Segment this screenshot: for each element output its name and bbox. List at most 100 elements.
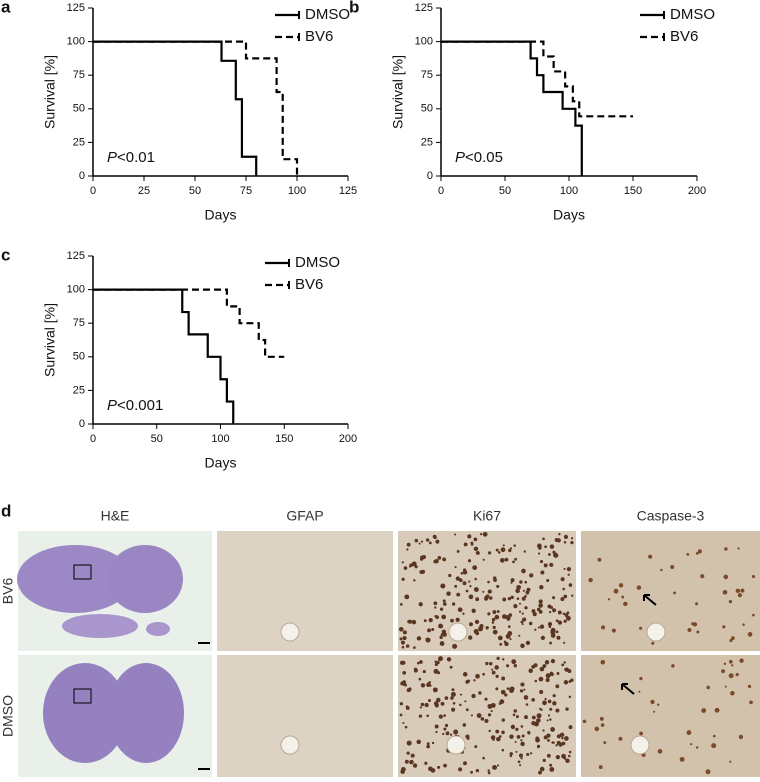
stained-cell (516, 584, 522, 590)
stained-cell (722, 625, 726, 629)
stained-cell (563, 534, 569, 540)
stained-cell (407, 620, 411, 624)
stained-cell (425, 538, 430, 542)
stained-cell (509, 547, 513, 550)
stained-cell (420, 540, 424, 543)
stained-cell (476, 713, 482, 718)
stained-cell (527, 730, 531, 735)
stained-cell (705, 769, 711, 775)
stained-cell (561, 736, 564, 740)
stained-cell (567, 573, 570, 576)
stained-cell (442, 599, 446, 603)
stained-cell (516, 597, 520, 600)
stained-cell (555, 630, 559, 634)
stained-cell (539, 689, 544, 695)
stained-cell (735, 588, 741, 594)
stained-cell (504, 641, 509, 647)
stained-cell (439, 641, 445, 646)
stained-cell (487, 771, 491, 775)
stained-cell (552, 550, 556, 554)
stained-cell (474, 577, 477, 581)
stained-cell (639, 676, 643, 681)
y-tick-label: 25 (421, 136, 433, 148)
stained-cell (487, 612, 491, 616)
x-tick-label: 100 (288, 185, 306, 197)
stained-cell (534, 628, 537, 631)
stained-cell (420, 702, 425, 707)
legend-label: DMSO (670, 6, 715, 23)
stained-cell (411, 561, 417, 567)
stained-cell (400, 640, 405, 645)
stained-cell (747, 632, 753, 637)
stained-cell (588, 577, 593, 583)
stained-cell (547, 553, 551, 556)
stained-cell (570, 678, 574, 682)
stained-cell (491, 670, 496, 675)
stained-cell (563, 567, 566, 571)
x-tick-label: 0 (90, 433, 96, 445)
stained-cell (564, 736, 569, 741)
stained-cell (611, 628, 616, 633)
tissue (62, 614, 138, 638)
y-axis-title: Survival [%] (390, 55, 406, 129)
stained-cell (538, 770, 542, 775)
stained-cell (427, 699, 431, 703)
stained-cell (497, 551, 501, 554)
stained-cell (456, 549, 460, 553)
legend-label: BV6 (295, 276, 323, 293)
stained-cell (435, 539, 440, 544)
stained-cell (738, 734, 744, 740)
stained-cell (546, 578, 550, 583)
stained-cell (570, 540, 574, 545)
stained-cell (558, 532, 561, 536)
stained-cell (443, 714, 446, 717)
stained-cell (547, 738, 550, 742)
stained-cell (537, 543, 542, 549)
y-tick-label: 100 (67, 284, 85, 296)
stained-cell (556, 734, 561, 739)
stained-cell (552, 701, 557, 706)
stained-cell (426, 744, 430, 749)
y-tick-label: 0 (79, 170, 85, 182)
stained-cell (398, 626, 404, 632)
stained-cell (522, 589, 525, 592)
y-tick-label: 50 (73, 103, 85, 115)
stained-cell (486, 594, 490, 598)
stained-cell (529, 573, 534, 578)
stained-cell (451, 688, 455, 692)
row-label: DMSO (0, 695, 16, 737)
stained-cell (607, 598, 611, 601)
stained-cell (428, 541, 432, 545)
stained-cell (494, 614, 500, 620)
stained-cell (563, 619, 567, 623)
stained-cell (531, 698, 535, 702)
y-tick-label: 125 (415, 2, 433, 14)
stained-cell (752, 613, 755, 617)
stained-cell (543, 563, 548, 568)
stained-cell (531, 715, 536, 720)
stained-cell (475, 550, 480, 555)
stained-cell (458, 767, 463, 772)
stained-cell (751, 574, 756, 579)
stained-cell (439, 635, 443, 640)
stained-cell (445, 731, 450, 736)
stained-cell (496, 584, 500, 588)
stained-cell (459, 693, 462, 696)
stained-cell (518, 634, 521, 637)
stained-cell (518, 602, 522, 605)
stained-cell (399, 713, 403, 717)
stained-cell (460, 571, 464, 575)
stained-cell (547, 699, 552, 704)
stained-cell (507, 597, 512, 601)
y-tick-label: 25 (73, 384, 85, 396)
x-axis-title: Days (205, 455, 237, 471)
stained-cell (402, 721, 405, 724)
stained-cell (673, 591, 676, 595)
x-tick-label: 100 (211, 433, 229, 445)
stained-cell (485, 626, 489, 630)
stained-cell (454, 533, 457, 536)
stained-cell (432, 534, 437, 539)
stained-cell (539, 666, 545, 672)
stained-cell (473, 679, 476, 682)
stained-cell (553, 741, 556, 744)
